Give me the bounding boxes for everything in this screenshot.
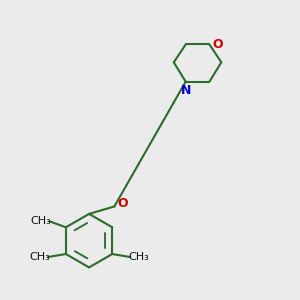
Text: O: O (117, 197, 128, 210)
Text: CH₃: CH₃ (128, 252, 149, 262)
Text: CH₃: CH₃ (31, 216, 52, 226)
Text: CH₃: CH₃ (29, 252, 50, 262)
Text: N: N (181, 84, 191, 97)
Text: O: O (212, 38, 223, 51)
